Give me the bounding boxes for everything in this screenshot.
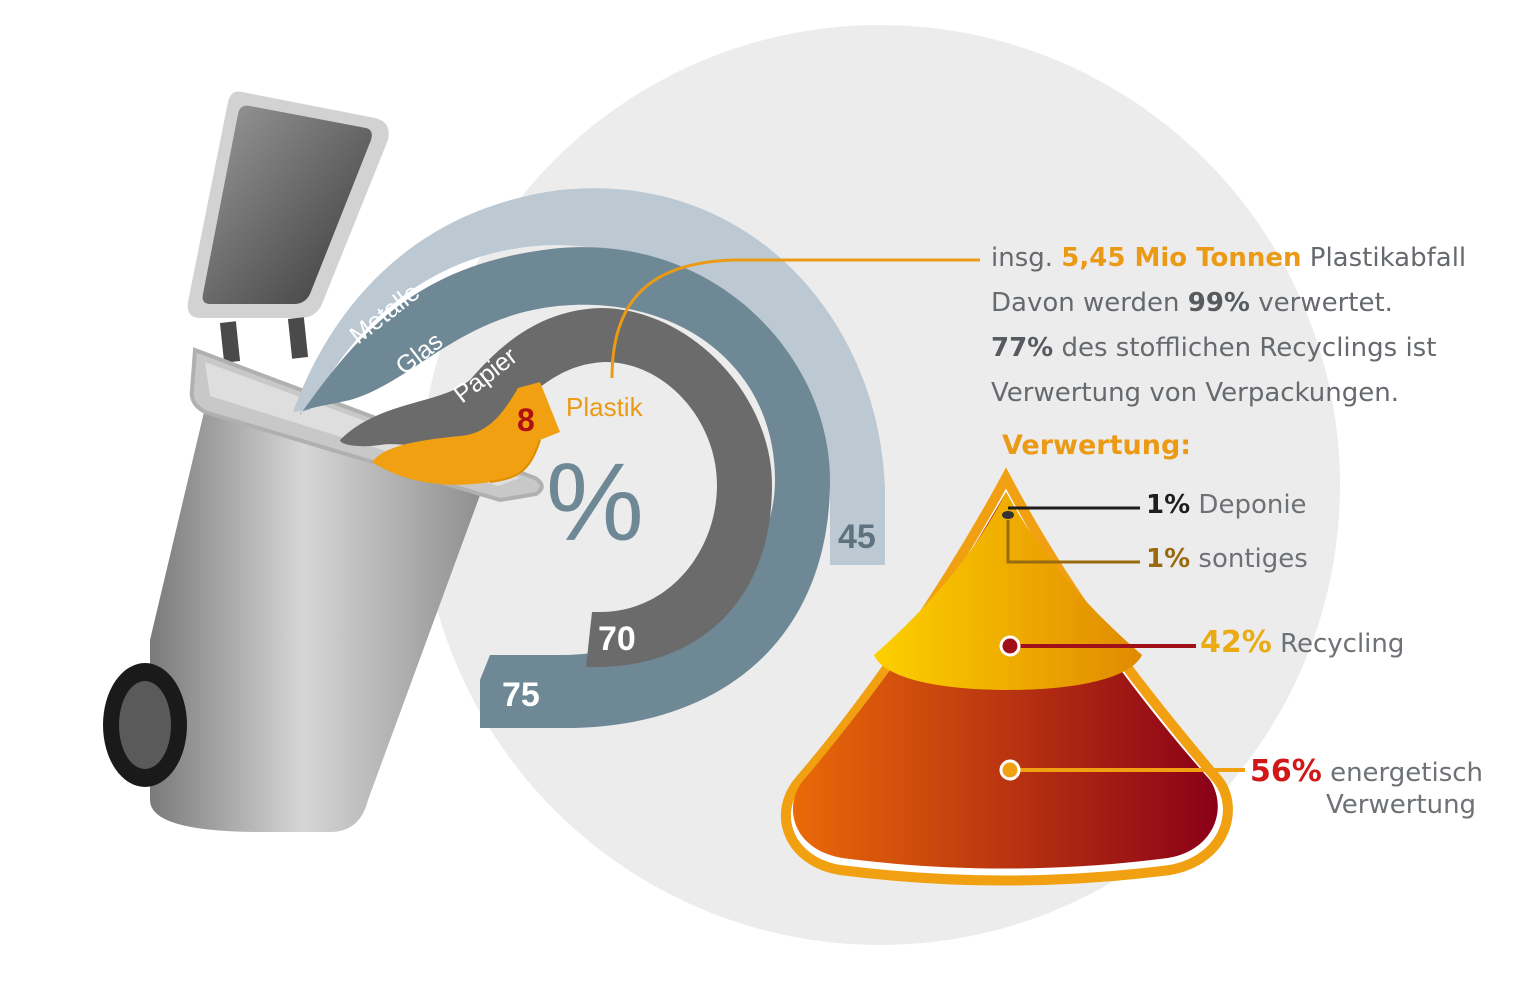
verwertung-heading: Verwertung: — [1002, 430, 1192, 461]
percent-symbol: % — [546, 441, 644, 564]
legend-energetisch-label-2: Verwertung — [1326, 790, 1477, 820]
connector-line — [610, 258, 980, 379]
leader-sontiges — [1006, 520, 1140, 564]
label-plastik: Plastik — [566, 392, 644, 422]
radial-bars — [293, 188, 885, 729]
verwertung-cone — [780, 467, 1233, 886]
info-line-1: insg. 5,45 Mio Tonnen Plastikabfall — [991, 243, 1467, 273]
legend-sontiges-value: 1% — [1146, 544, 1191, 574]
dot-recycling — [999, 635, 1021, 657]
value-glas: 75 — [502, 676, 540, 714]
bar-metalle — [293, 188, 885, 566]
value-papier: 70 — [598, 620, 636, 658]
legend-recycling-value: 42% — [1200, 625, 1272, 660]
legend-deponie-label: Deponie — [1198, 490, 1307, 520]
legend-energetisch-value: 56% — [1250, 754, 1322, 789]
legend-deponie-value: 1% — [1146, 490, 1191, 520]
info-line-4: Verwertung von Verpackungen. — [991, 378, 1400, 408]
bar-plastik — [372, 382, 560, 485]
legend-deponie: 1% Deponie — [1146, 490, 1307, 520]
info-line-2: Davon werden 99% verwertet. — [991, 288, 1393, 318]
legend-recycling-label: Recycling — [1280, 629, 1405, 659]
legend-sontiges-label: sontiges — [1198, 544, 1308, 574]
legend-recycling: 42% Recycling — [1200, 625, 1404, 660]
legend-energetisch-label-1: energetisch — [1330, 758, 1484, 788]
legend-energetisch-line2: Verwertung — [1326, 790, 1476, 820]
info-line-3: 77% des stofflichen Recyclings ist — [991, 333, 1437, 363]
legend-sontiges: 1% sontiges — [1146, 544, 1308, 574]
value-plastik: 8 — [517, 402, 535, 438]
info-text: insg. 5,45 Mio Tonnen Plastikabfall Davo… — [991, 236, 1531, 416]
bar-papier — [340, 308, 772, 667]
value-metalle: 45 — [838, 518, 876, 556]
legend-energetisch: 56% energetisch — [1250, 754, 1483, 789]
dot-energetisch — [999, 759, 1021, 781]
